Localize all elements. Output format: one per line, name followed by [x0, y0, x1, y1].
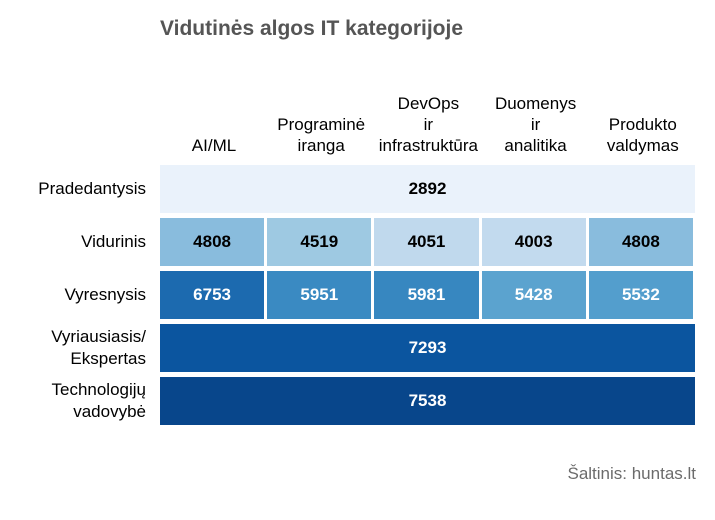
- heatmap-cell: 5951: [267, 271, 372, 319]
- row-header: Technologijų vadovybė: [51, 380, 146, 421]
- heatmap-cell: 4519: [267, 218, 372, 266]
- heatmap-cell: 2892: [160, 165, 695, 213]
- row-header: Vidurinis: [81, 232, 146, 251]
- row-header: Pradedantysis: [38, 179, 146, 198]
- heatmap-cell: 5981: [374, 271, 479, 319]
- heatmap-cell: 5428: [481, 271, 586, 319]
- row-header: Vyriausiasis/ Ekspertas: [51, 327, 146, 368]
- column-header: DevOps ir infrastruktūra: [378, 94, 478, 155]
- heatmap-cell: 4051: [374, 218, 479, 266]
- row-header: Vyresnysis: [64, 285, 146, 304]
- column-header: AI/ML: [191, 136, 237, 155]
- column-header: Produkto valdymas: [606, 115, 679, 155]
- source-note: Šaltinis: huntas.lt: [567, 464, 696, 483]
- chart-title: Vidutinės algos IT kategorijoje: [160, 17, 464, 40]
- heatmap-cell: 7293: [160, 324, 695, 372]
- heatmap-cell: 5532: [588, 271, 693, 319]
- heatmap-cell: 4808: [160, 218, 265, 266]
- column-header: Duomenys ir analitika: [494, 94, 577, 155]
- column-header: Programinė iranga: [277, 115, 366, 155]
- heatmap-cell: 6753: [160, 271, 265, 319]
- heatmap-cell: 4003: [481, 218, 586, 266]
- heatmap-cell: 4808: [588, 218, 693, 266]
- heatmap-cell: 7538: [160, 377, 695, 425]
